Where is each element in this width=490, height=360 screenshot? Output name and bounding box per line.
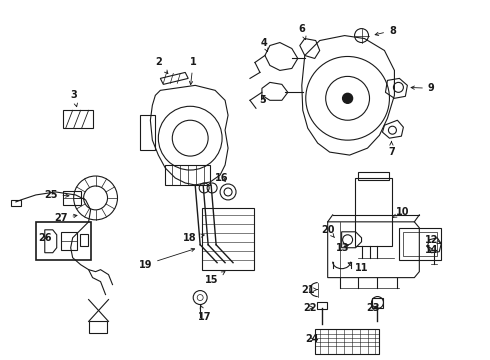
Text: 16: 16 — [215, 173, 229, 183]
Bar — [355, 178, 392, 246]
Text: 24: 24 — [305, 334, 318, 345]
Text: 12: 12 — [424, 235, 441, 245]
Text: 5: 5 — [260, 95, 266, 105]
Text: 7: 7 — [388, 141, 395, 157]
Bar — [371, 298, 384, 307]
Text: 18: 18 — [183, 233, 204, 243]
Text: 23: 23 — [366, 302, 379, 312]
Text: 20: 20 — [321, 225, 335, 238]
Text: 21: 21 — [301, 284, 318, 294]
Bar — [61, 232, 76, 250]
Bar — [80, 234, 88, 246]
Text: 4: 4 — [261, 37, 268, 51]
Text: 9: 9 — [411, 84, 435, 93]
Bar — [36, 222, 91, 260]
Text: 15: 15 — [205, 271, 225, 285]
Bar — [11, 200, 21, 206]
Text: 26: 26 — [38, 233, 51, 243]
Text: 17: 17 — [198, 305, 212, 323]
Circle shape — [343, 93, 353, 103]
Text: 22: 22 — [303, 302, 317, 312]
Bar — [63, 110, 93, 128]
Text: 6: 6 — [298, 24, 306, 40]
Bar — [399, 228, 441, 260]
Text: 27: 27 — [54, 213, 77, 223]
Text: 3: 3 — [70, 90, 77, 107]
Text: 14: 14 — [424, 245, 438, 255]
Bar — [63, 191, 81, 205]
Text: 25: 25 — [44, 190, 69, 200]
Bar — [141, 115, 155, 150]
Text: 13: 13 — [336, 243, 349, 253]
Text: 11: 11 — [348, 262, 368, 273]
Bar — [202, 208, 254, 270]
Text: 2: 2 — [155, 58, 168, 73]
Bar — [317, 302, 327, 310]
Bar — [165, 165, 210, 185]
Bar — [315, 329, 379, 354]
Bar — [358, 172, 390, 180]
Text: 10: 10 — [393, 207, 409, 218]
Text: 19: 19 — [139, 248, 195, 270]
Text: 1: 1 — [189, 58, 196, 85]
Bar — [403, 232, 437, 256]
Bar — [89, 321, 106, 333]
Text: 8: 8 — [375, 26, 396, 36]
